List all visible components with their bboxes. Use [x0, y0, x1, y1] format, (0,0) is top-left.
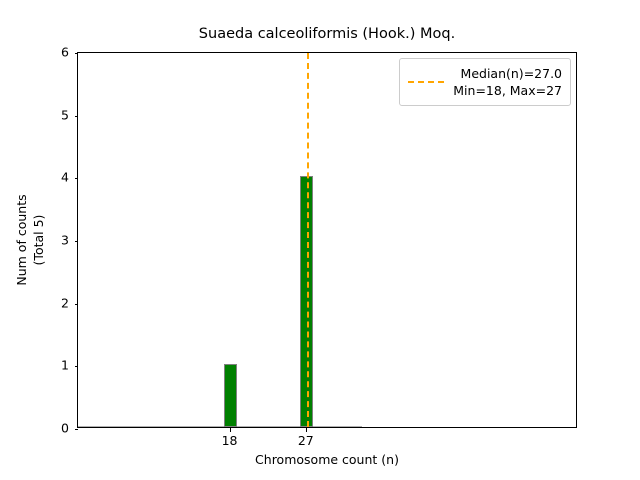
y-tick-label: 4 [61, 169, 69, 185]
y-tick-label: 1 [61, 357, 69, 373]
plot-area [74, 52, 577, 431]
x-tick-mark [305, 428, 307, 432]
y-tick-label: 6 [61, 44, 69, 60]
data-layer [78, 53, 576, 427]
x-tick-mark [229, 428, 231, 432]
y-tick-label: 5 [61, 107, 69, 123]
x-axis-label: Chromosome count (n) [255, 452, 399, 467]
y-tick-mark [74, 303, 78, 305]
x-tick-label: 27 [297, 433, 314, 448]
x-tick-label: 18 [221, 433, 238, 448]
y-tick-label: 3 [61, 232, 69, 248]
chart-title: Suaeda calceoliformis (Hook.) Moq. [198, 26, 456, 42]
bar-baseline [78, 426, 362, 427]
y-tick-mark [74, 429, 78, 431]
median-line [306, 53, 309, 427]
x-tick-layer: 18 27 [77, 428, 577, 452]
y-tick-layer: 0 1 2 3 4 5 6 [0, 0, 77, 480]
y-tick-label: 0 [61, 420, 69, 436]
y-tick-mark [74, 115, 78, 117]
legend-row-median: Median(n)=27.0 Min=18, Max=27 [408, 65, 562, 99]
y-tick-mark [74, 178, 78, 180]
legend-label-median: Median(n)=27.0 [460, 66, 562, 81]
legend-label-range: Min=18, Max=27 [453, 83, 562, 98]
dashed-line-icon [408, 76, 444, 88]
legend-text-column: Median(n)=27.0 Min=18, Max=27 [453, 65, 562, 99]
legend-box: Median(n)=27.0 Min=18, Max=27 [399, 58, 571, 106]
y-tick-label: 2 [61, 295, 69, 311]
bar [224, 364, 238, 427]
y-tick-mark [74, 366, 78, 368]
y-tick-mark [74, 241, 78, 243]
y-tick-mark [74, 53, 78, 55]
